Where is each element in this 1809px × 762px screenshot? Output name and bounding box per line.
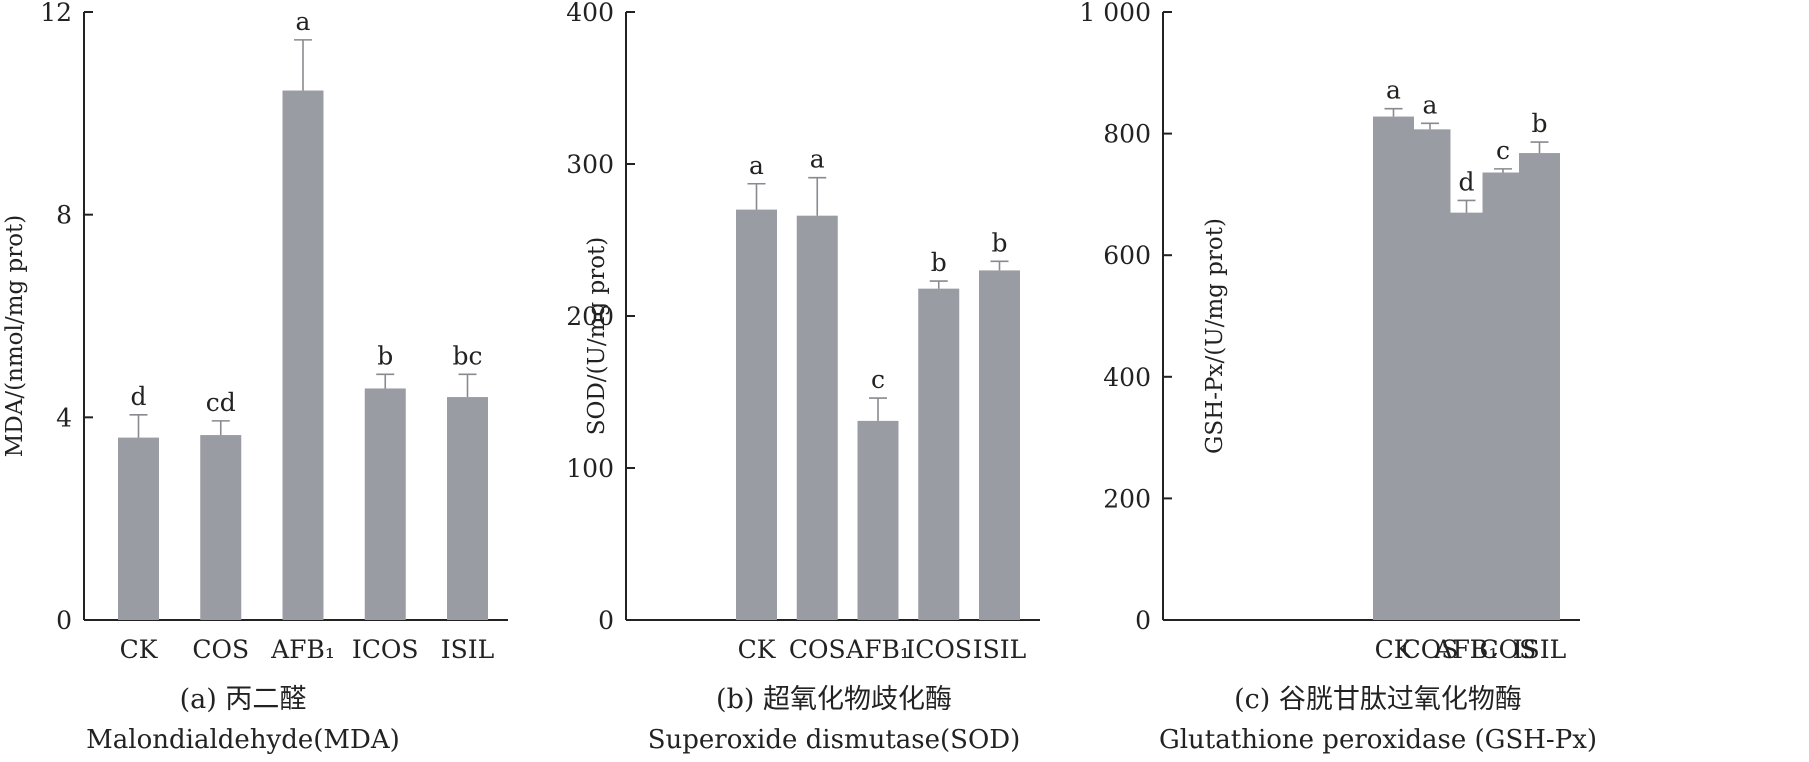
caption-english: Malondialdehyde(MDA) (86, 725, 400, 755)
y-tick-label: 1 000 (1079, 0, 1151, 27)
caption-chinese: (b) 超氧化物歧化酶 (716, 684, 952, 715)
significance-letter: d (1458, 167, 1474, 196)
y-tick-label: 400 (1103, 363, 1151, 392)
y-tick-label: 400 (566, 0, 614, 27)
significance-letter: b (1531, 109, 1547, 138)
x-tick-label: AFB₁ (1434, 635, 1499, 664)
bar-3 (1482, 172, 1524, 620)
y-tick-label: 800 (1103, 120, 1151, 149)
bar-2 (282, 90, 324, 621)
significance-letter: a (810, 145, 825, 174)
caption-chinese: (c) 谷胱甘肽过氧化物酶 (1234, 684, 1522, 715)
x-tick-label: ICOS (352, 635, 419, 664)
bar-3 (364, 388, 406, 620)
significance-letter: c (1496, 136, 1510, 165)
x-tick-label: CK (738, 635, 777, 664)
panel-mda: 0 4 8 12 MDA/(nmol/mg prot) d CK cd COS a AFB₁ b ICO… (2, 0, 508, 755)
y-tick-label: 100 (566, 454, 614, 483)
bar-3 (918, 288, 960, 620)
y-tick-label: 600 (1103, 241, 1151, 270)
x-tick-label: ISIL (441, 635, 494, 664)
significance-letter: a (1423, 90, 1438, 119)
bar-0 (1373, 116, 1414, 621)
bar-4 (1519, 153, 1560, 620)
caption-english: Glutathione peroxidase (GSH-Px) (1159, 725, 1597, 755)
bar-0 (736, 209, 777, 620)
bar-0 (118, 437, 159, 620)
x-tick-label: CK (120, 635, 159, 664)
y-axis-label: GSH-Px/(U/mg prot) (1202, 218, 1228, 454)
significance-letter: cd (206, 388, 236, 417)
x-tick-label: COS (1402, 635, 1459, 664)
x-tick-label: ICOS (905, 635, 972, 664)
significance-letter: d (130, 382, 146, 411)
y-tick-label: 200 (1103, 484, 1151, 513)
x-tick-label: COS (789, 635, 846, 664)
x-tick-label: CK (1375, 635, 1414, 664)
x-tick-label: COS (192, 635, 249, 664)
significance-letter: b (377, 341, 393, 370)
x-tick-label: ISIL (973, 635, 1026, 664)
bar-2 (1446, 212, 1487, 620)
y-tick-label: 12 (40, 0, 72, 27)
significance-letter: a (1386, 76, 1401, 105)
y-tick-label: 0 (56, 606, 72, 635)
x-tick-label: ICOS (1470, 635, 1537, 664)
bar-4 (447, 397, 488, 620)
bar-1 (200, 435, 242, 620)
bar-1 (796, 215, 838, 620)
x-tick-label: AFB₁ (845, 635, 910, 664)
x-tick-label: ISIL (1513, 635, 1566, 664)
bar-2 (857, 420, 899, 620)
y-tick-label: 0 (598, 606, 614, 635)
significance-letter: a (749, 151, 764, 180)
y-axis-label: SOD/(U/mg prot) (584, 237, 610, 436)
y-tick-label: 200 (566, 302, 614, 331)
y-tick-label: 8 (56, 201, 72, 230)
y-tick-label: 4 (56, 403, 72, 432)
panel-sod: 0 100 200 300 400 SOD/(U/mg prot) a CK a COS c AFB₁… (566, 0, 1040, 755)
caption-english: Superoxide dismutase(SOD) (648, 725, 1021, 755)
y-axis-label: MDA/(nmol/mg prot) (2, 215, 28, 458)
panel-gsh-px: 0 200 400 600 800 1 000 GSH-Px/(U/mg prot) a CK a… (1079, 0, 1597, 755)
significance-letter: b (931, 248, 947, 277)
x-tick-label: AFB₁ (270, 635, 335, 664)
significance-letter: c (871, 365, 885, 394)
caption-chinese: (a) 丙二醛 (180, 684, 307, 715)
y-tick-label: 300 (566, 150, 614, 179)
bar-1 (1409, 129, 1451, 620)
bar-4 (979, 270, 1020, 620)
significance-letter: b (991, 228, 1007, 257)
significance-letter: bc (452, 341, 482, 370)
significance-letter: a (296, 7, 311, 36)
y-tick-label: 0 (1135, 606, 1151, 635)
